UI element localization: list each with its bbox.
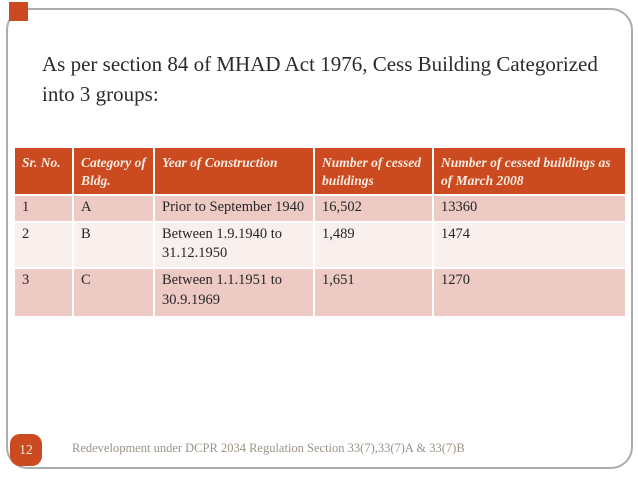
table-cell: Between 1.9.1940 to 31.12.1950 <box>155 223 313 268</box>
header-number-cessed: Number of cessed buildings <box>315 148 432 194</box>
table-cell: B <box>74 223 153 268</box>
header-number-cessed-2008: Number of cessed buildings as of March 2… <box>434 148 625 194</box>
table-header-row: Sr. No. Category of Bldg. Year of Constr… <box>15 148 625 194</box>
slide-title: As per section 84 of MHAD Act 1976, Cess… <box>42 49 622 109</box>
table-cell: 3 <box>15 269 72 317</box>
footer-text: Redevelopment under DCPR 2034 Regulation… <box>72 441 465 455</box>
header-year: Year of Construction <box>155 148 313 194</box>
cess-buildings-table: Sr. No. Category of Bldg. Year of Constr… <box>13 146 627 318</box>
table-row: 1 A Prior to September 1940 16,502 13360 <box>15 196 625 222</box>
table-row: 2 B Between 1.9.1940 to 31.12.1950 1,489… <box>15 223 625 268</box>
header-sr-no: Sr. No. <box>15 148 72 194</box>
table-cell: A <box>74 196 153 222</box>
table-row: 3 C Between 1.1.1951 to 30.9.1969 1,651 … <box>15 269 625 317</box>
table-cell: 1474 <box>434 223 625 268</box>
slide-title-line-1: As per section 84 of MHAD Act 1976, Cess… <box>42 52 598 76</box>
table-cell: 1 <box>15 196 72 222</box>
table-cell: C <box>74 269 153 317</box>
table-cell: 1270 <box>434 269 625 317</box>
table-cell: Prior to September 1940 <box>155 196 313 222</box>
slide-title-line-2: into 3 groups: <box>42 82 159 106</box>
corner-square-ornament <box>9 2 28 21</box>
table-cell: Between 1.1.1951 to 30.9.1969 <box>155 269 313 317</box>
table-cell: 2 <box>15 223 72 268</box>
table-cell: 13360 <box>434 196 625 222</box>
table-cell: 16,502 <box>315 196 432 222</box>
page-number-badge: 12 <box>10 434 42 466</box>
table-cell: 1,651 <box>315 269 432 317</box>
table-cell: 1,489 <box>315 223 432 268</box>
header-category: Category of Bldg. <box>74 148 153 194</box>
